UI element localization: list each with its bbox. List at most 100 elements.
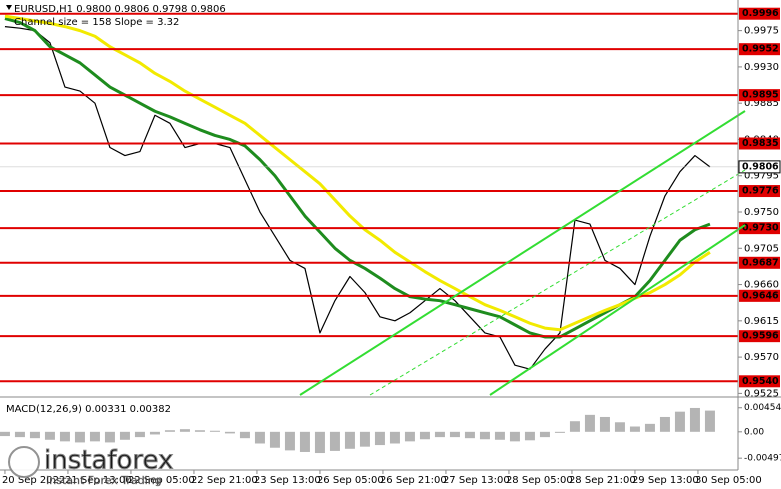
x-tick-label: 26 Sep 21:00: [380, 475, 447, 486]
x-tick-label: 26 Sep 05:00: [317, 475, 384, 486]
x-tick-label: 29 Sep 13:00: [632, 475, 699, 486]
macd-bar: [629, 426, 640, 432]
macd-bar: [449, 431, 460, 438]
macd-bar: [209, 430, 220, 432]
macd-bar: [119, 431, 130, 440]
macd-bar: [569, 421, 580, 432]
watermark-name: instaforex: [44, 446, 173, 476]
y-tick-label: 0.9795: [744, 171, 779, 182]
x-tick-label: 21 Sep 13:00: [65, 475, 132, 486]
y-tick-label: 0.9660: [744, 280, 779, 291]
y-tick-label: 0.9705: [744, 243, 779, 254]
macd-bar: [149, 431, 160, 435]
level-label: 0.9895: [742, 90, 779, 101]
macd-bar: [419, 431, 430, 440]
x-tick-label: 22 Sep 05:00: [128, 475, 195, 486]
level-label: 0.9540: [742, 376, 779, 387]
chart-subtitle: Channel size = 158 Slope = 3.32: [14, 17, 179, 28]
macd-bar: [329, 431, 340, 451]
y-tick-label: 0.9615: [744, 316, 779, 327]
y-tick-label: 0.9525: [744, 388, 779, 399]
macd-bar: [104, 431, 115, 443]
macd-bar: [359, 431, 370, 447]
macd-bar: [479, 431, 490, 440]
level-label-box: [739, 7, 780, 20]
macd-bar: [539, 431, 550, 438]
price-line: [4, 17, 711, 339]
macd-bar: [164, 430, 175, 432]
macd-bar: [194, 430, 205, 432]
macd-bar: [374, 431, 385, 446]
macd-bar: [434, 431, 445, 438]
macd-bar: [134, 431, 145, 438]
macd-bar: [239, 431, 250, 439]
level-label-box: [739, 43, 780, 56]
watermark-tagline: Instant Forex Trading: [46, 474, 162, 487]
macd-tick-label: 0.00: [744, 427, 764, 437]
macd-bar: [584, 414, 595, 432]
macd-bar: [389, 431, 400, 444]
macd-bar: [614, 422, 625, 432]
level-label-box: [739, 222, 780, 235]
x-tick-label: 30 Sep 05:00: [695, 475, 762, 486]
level-label: 0.9835: [742, 138, 779, 149]
y-tick-label: 0.9570: [744, 352, 779, 363]
macd-bar: [314, 431, 325, 454]
level-label: 0.9776: [742, 186, 779, 197]
macd-bar: [224, 431, 235, 434]
level-label-box: [739, 330, 780, 343]
price-line: [4, 26, 711, 370]
plot-area: 0.99750.99300.98850.98400.97950.97500.97…: [0, 7, 781, 486]
macd-bar: [179, 429, 190, 432]
channel-upper: [299, 110, 746, 396]
level-label: 0.9996: [742, 8, 779, 19]
macd-bar: [404, 431, 415, 442]
macd-bar: [14, 431, 25, 438]
level-label-box: [739, 256, 780, 269]
watermark: instaforex Instant Forex Trading: [8, 445, 174, 487]
macd-tick-label: 0.00454: [744, 403, 781, 413]
macd-bar: [284, 431, 295, 451]
x-tick-label: 20 Sep 2022: [2, 475, 65, 486]
level-label: 0.9646: [742, 290, 779, 301]
x-tick-label: 22 Sep 21:00: [191, 475, 258, 486]
level-label: 0.9687: [742, 257, 779, 268]
level-label-box: [739, 89, 780, 102]
macd-bar: [524, 431, 535, 441]
level-label: 0.9952: [742, 44, 779, 55]
macd-tick-label: -0.00497: [744, 454, 781, 464]
level-label-box: [739, 289, 780, 302]
last-price-box: [738, 160, 781, 174]
macd-bar: [59, 431, 70, 442]
macd-bar: [89, 431, 100, 442]
macd-title: MACD(12,26,9) 0.00331 0.00382: [6, 404, 171, 415]
channel-middle: [369, 169, 746, 396]
macd-bar: [704, 410, 715, 432]
macd-bar: [254, 431, 265, 444]
macd-bar: [44, 431, 55, 440]
level-label-box: [739, 375, 780, 388]
y-tick-label: 0.9975: [744, 26, 779, 37]
macd-bar: [344, 431, 355, 449]
macd-bar: [299, 431, 310, 452]
y-tick-label: 0.9750: [744, 207, 779, 218]
level-label-box: [739, 137, 780, 150]
y-tick-label: 0.9885: [744, 98, 779, 109]
symbol-marker: [6, 5, 12, 10]
macd-bar: [659, 416, 670, 432]
macd-bar: [74, 431, 85, 443]
macd-bar: [464, 431, 475, 439]
channel-lower: [489, 224, 746, 396]
macd-bar: [0, 431, 10, 437]
last-price-label: 0.9806: [742, 161, 779, 172]
x-tick-label: 28 Sep 21:00: [569, 475, 636, 486]
x-tick-label: 28 Sep 05:00: [506, 475, 573, 486]
macd-bar: [644, 423, 655, 432]
macd-bar: [599, 416, 610, 432]
watermark-icon: [8, 446, 40, 478]
macd-bar: [269, 431, 280, 448]
macd-bar: [674, 411, 685, 432]
chart-title: EURUSD,H1 0.9800 0.9806 0.9798 0.9806: [14, 4, 226, 15]
level-label: 0.9596: [742, 331, 779, 342]
